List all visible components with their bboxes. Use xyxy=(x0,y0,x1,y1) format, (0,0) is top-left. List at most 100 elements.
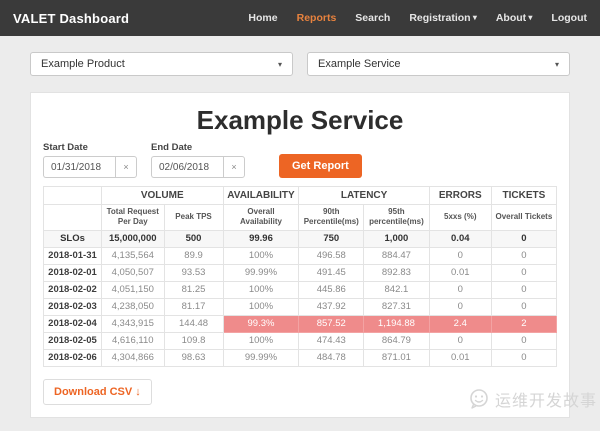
column-header-cell: 95th percentile(ms) xyxy=(363,204,430,231)
table-cell: 93.53 xyxy=(163,263,224,282)
table-row: 2018-02-04 4,343,915 144.48 99.3% 857.52 1,19… xyxy=(43,314,558,333)
column-header-cell: Overall Availability xyxy=(222,204,300,231)
nav-links: Home Reports Search Registration ▾ About ▾ Lo… xyxy=(229,12,587,24)
table-cell: 0 xyxy=(490,348,558,367)
download-csv-button[interactable]: Download CSV ↓ xyxy=(43,378,152,405)
table-cell: 496.58 xyxy=(298,246,365,265)
table-cell: 99.99% xyxy=(222,348,300,367)
table-body: SLOs 15,000,000 500 99.96 750 1,000 0.04 0 2018-… xyxy=(43,229,558,367)
table-cell: 0 xyxy=(428,280,492,299)
table-cell: 0.01 xyxy=(428,348,492,367)
column-header-cell: 90th Percentile(ms) xyxy=(298,204,365,231)
table-cell: 0 xyxy=(490,280,558,299)
row-label: 2018-02-03 xyxy=(43,297,102,316)
group-header-cell: ERRORS xyxy=(428,186,492,205)
slo-target-row: SLOs 15,000,000 500 99.96 750 1,000 0.04 0 xyxy=(43,229,558,248)
product-select[interactable]: Example Product ▾ xyxy=(30,52,293,76)
date-controls: Start Date × End Date × Get Report xyxy=(43,142,557,178)
service-select-value: Example Service xyxy=(318,58,401,70)
table-cell: 89.9 xyxy=(163,246,224,265)
end-date-field: End Date × xyxy=(151,142,245,178)
table-cell: 4,135,564 xyxy=(100,246,165,265)
column-header-cell xyxy=(43,204,102,231)
table-cell: 15,000,000 xyxy=(100,229,165,248)
table-cell: 4,616,110 xyxy=(100,331,165,350)
nav-item-reports[interactable]: Reports xyxy=(296,12,337,24)
table-cell: 892.83 xyxy=(363,263,430,282)
table-cell: 81.17 xyxy=(163,297,224,316)
table-cell: 884.47 xyxy=(363,246,430,265)
table-cell: 144.48 xyxy=(163,314,224,333)
end-date-clear-button[interactable]: × xyxy=(223,156,245,178)
start-date-label: Start Date xyxy=(43,142,88,153)
get-report-button[interactable]: Get Report xyxy=(279,154,362,178)
table-cell: 484.78 xyxy=(298,348,365,367)
table-cell: 474.43 xyxy=(298,331,365,350)
group-header-cell xyxy=(43,186,102,205)
report-card: Example Service Start Date × End Date × … xyxy=(30,92,570,418)
chevron-down-icon: ▾ xyxy=(277,59,282,69)
table-cell: 0 xyxy=(428,331,492,350)
table-cell: 491.45 xyxy=(298,263,365,282)
product-select-value: Example Product xyxy=(41,58,125,70)
table-row: 2018-02-05 4,616,110 109.8 100% 474.43 864.79… xyxy=(43,331,558,350)
column-header-cell: 5xxs (%) xyxy=(428,204,492,231)
column-header-cell: Peak TPS xyxy=(163,204,224,231)
nav-item-home[interactable]: Home xyxy=(248,12,278,24)
table-cell: 109.8 xyxy=(163,331,224,350)
row-label: 2018-01-31 xyxy=(43,246,102,265)
table-cell: 4,238,050 xyxy=(100,297,165,316)
group-header-cell: AVAILABILITY xyxy=(222,186,300,205)
table-cell: 0 xyxy=(490,229,558,248)
page-title: Example Service xyxy=(196,105,404,135)
start-date-input[interactable] xyxy=(43,156,115,178)
nav-item-registration[interactable]: Registration ▾ xyxy=(409,12,477,24)
table-cell: 100% xyxy=(222,297,300,316)
end-date-label: End Date xyxy=(151,142,193,153)
table-cell: 100% xyxy=(222,280,300,299)
table-cell: 98.63 xyxy=(163,348,224,367)
table-cell: 0 xyxy=(490,246,558,265)
row-label: SLOs xyxy=(43,229,102,248)
table-cell: 0 xyxy=(490,331,558,350)
row-label: 2018-02-06 xyxy=(43,348,102,367)
table-cell: 99.3% xyxy=(222,314,300,333)
table-row: 2018-01-31 4,135,564 89.9 100% 496.58 884.47 0… xyxy=(43,246,558,265)
table-cell: 100% xyxy=(222,246,300,265)
table-cell: 864.79 xyxy=(363,331,430,350)
table-cell: 2.4 xyxy=(428,314,492,333)
nav-item-logout[interactable]: Logout xyxy=(551,12,587,24)
row-label: 2018-02-04 xyxy=(43,314,102,333)
table-cell: 871.01 xyxy=(363,348,430,367)
table-cell: 857.52 xyxy=(298,314,365,333)
start-date-clear-button[interactable]: × xyxy=(115,156,137,178)
start-date-field: Start Date × xyxy=(43,142,137,178)
table-group-header-row: VOLUME AVAILABILITY LATENCY ERRORS TICKETS xyxy=(43,186,558,205)
slo-report-table: VOLUME AVAILABILITY LATENCY ERRORS TICKETS T… xyxy=(43,186,558,367)
table-cell: 827.31 xyxy=(363,297,430,316)
table-row: 2018-02-01 4,050,507 93.53 99.99% 491.45 892.… xyxy=(43,263,558,282)
column-header-cell: Overall Tickets xyxy=(490,204,558,231)
table-cell: 0 xyxy=(490,263,558,282)
service-select[interactable]: Example Service ▾ xyxy=(307,52,570,76)
table-cell: 99.96 xyxy=(222,229,300,248)
table-cell: 4,050,507 xyxy=(100,263,165,282)
chevron-down-icon: ▾ xyxy=(526,13,533,22)
app-brand[interactable]: VALET Dashboard xyxy=(13,10,130,26)
end-date-input[interactable] xyxy=(151,156,223,178)
table-cell: 500 xyxy=(163,229,224,248)
chevron-down-icon: ▾ xyxy=(554,59,559,69)
table-cell: 4,304,866 xyxy=(100,348,165,367)
filter-bar: Example Product ▾ Example Service ▾ xyxy=(30,52,570,76)
navbar: VALET Dashboard Home Reports Search Registr… xyxy=(0,0,600,36)
table-cell: 0.01 xyxy=(428,263,492,282)
table-cell: 0 xyxy=(490,297,558,316)
nav-item-about[interactable]: About ▾ xyxy=(495,12,533,24)
table-cell: 81.25 xyxy=(163,280,224,299)
nav-item-search[interactable]: Search xyxy=(355,12,391,24)
row-label: 2018-02-05 xyxy=(43,331,102,350)
row-label: 2018-02-02 xyxy=(43,280,102,299)
table-cell: 0 xyxy=(428,297,492,316)
table-cell: 4,343,915 xyxy=(100,314,165,333)
table-cell: 750 xyxy=(298,229,365,248)
